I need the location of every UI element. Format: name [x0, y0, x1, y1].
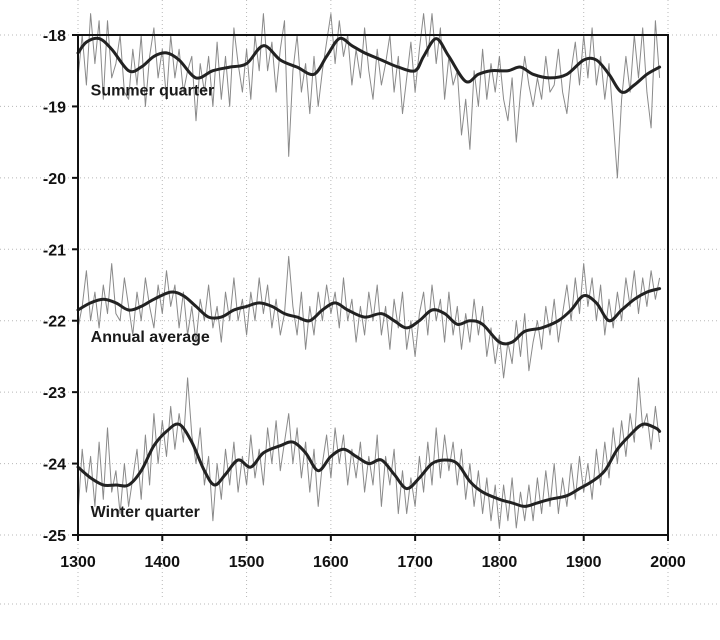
x-tick-label: 2000 — [650, 554, 686, 571]
winter-quarter-raw-line — [77, 377, 661, 529]
series-labels: Summer quarter Annual average Winter quart… — [91, 83, 215, 521]
y-tick-label: -20 — [43, 171, 66, 188]
y-tick-label: -23 — [43, 385, 66, 402]
plot-frame — [77, 34, 669, 536]
x-axis: 1300 1400 1500 1600 1700 1800 1900 2000 — [60, 535, 686, 571]
x-tick-label: 1500 — [229, 554, 265, 571]
y-tick-label: -19 — [43, 99, 66, 116]
x-tick-label: 1400 — [144, 554, 180, 571]
summer-quarter-label: Summer quarter — [91, 83, 215, 100]
winter-quarter-smoothed-line — [76, 422, 662, 508]
x-tick-label: 1800 — [482, 554, 518, 571]
x-tick-label: 1300 — [60, 554, 96, 571]
x-tick-label: 1600 — [313, 554, 349, 571]
annual-average-smoothed-line — [76, 287, 662, 346]
x-tick-label: 1900 — [566, 554, 602, 571]
winter-quarter-label: Winter quarter — [91, 504, 200, 521]
y-tick-label: -25 — [43, 528, 66, 545]
y-tick-label: -24 — [43, 457, 66, 474]
y-tick-label: -21 — [43, 242, 66, 259]
x-tick-label: 1700 — [397, 554, 433, 571]
raw-series-lines — [77, 13, 661, 529]
summer-quarter-smoothed-line — [76, 36, 662, 94]
summer-quarter-raw-line — [77, 13, 661, 179]
annual-average-label: Annual average — [91, 329, 210, 346]
y-axis: -18 -19 -20 -21 -22 -23 -24 -25 — [43, 28, 78, 545]
smoothed-series-lines — [76, 36, 662, 508]
y-tick-label: -18 — [43, 28, 66, 45]
annual-average-raw-line — [77, 255, 661, 379]
y-tick-label: -22 — [43, 314, 66, 331]
